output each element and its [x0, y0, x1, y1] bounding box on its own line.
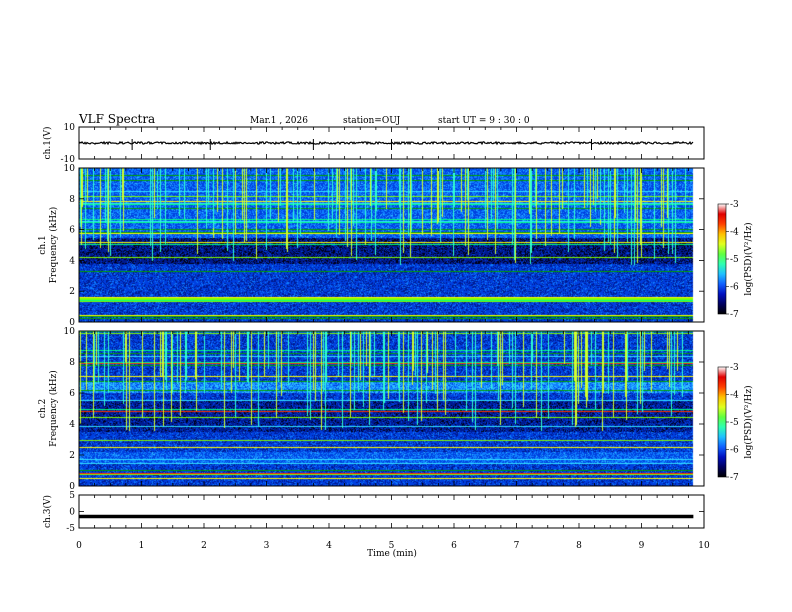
- y-tick-label: 4: [69, 256, 75, 266]
- colorbar-tick-label: -4: [730, 391, 739, 401]
- colorbar-tick-label: -3: [730, 363, 739, 373]
- figure-header: VLF Spectra Mar.1 , 2026 station=OUJ sta…: [78, 112, 530, 126]
- x-tick-label: 6: [451, 541, 457, 551]
- y-tick-label: 0: [69, 508, 75, 518]
- ch1-spectrogram-y-label-channel: ch.1: [38, 235, 48, 254]
- x-tick-label: 5: [389, 541, 395, 551]
- y-tick-label: 8: [69, 195, 75, 205]
- date-label: Mar.1 , 2026: [250, 116, 308, 126]
- y-tick-label: 6: [69, 389, 75, 399]
- y-tick-label: 2: [69, 287, 75, 297]
- ch1-spectrogram-y-label-frequency: Frequency (kHz): [48, 207, 59, 284]
- station-label: station=OUJ: [343, 116, 401, 126]
- x-tick-label: 2: [201, 541, 207, 551]
- ch2-spectrogram-y-label-channel: ch.2: [38, 399, 48, 418]
- y-tick-label: 8: [69, 358, 75, 368]
- time-axis: Time (min) 0 1 2 3 4 5 6 7 8 9 10: [76, 541, 710, 559]
- ch3-waveform-y-label: ch.3(V): [42, 495, 53, 528]
- colorbar-tick-label: -5: [730, 418, 739, 428]
- y-tick-label: 5: [69, 491, 75, 501]
- y-tick-label: 10: [64, 164, 76, 174]
- colorbar-tick-label: -3: [730, 200, 739, 210]
- x-tick-label: 8: [576, 541, 582, 551]
- ch1-spectrogram-image: [79, 168, 704, 322]
- y-tick-label: -5: [66, 524, 75, 534]
- x-axis-label: Time (min): [367, 548, 417, 559]
- colorbar-tick-label: -5: [730, 255, 739, 265]
- ch2-spectrogram-colorbar: [717, 366, 727, 478]
- x-tick-label: 3: [264, 541, 270, 551]
- ch1-waveform-trace: [78, 140, 694, 146]
- y-tick-label: 2: [69, 451, 75, 461]
- x-tick-label: 4: [326, 541, 332, 551]
- x-tick-label: 9: [639, 541, 645, 551]
- y-tick-label: -10: [61, 155, 76, 165]
- ch1-waveform-y-label: ch.1(V): [42, 127, 53, 160]
- y-tick-label: 10: [64, 327, 76, 337]
- x-tick-label: 1: [139, 541, 145, 551]
- ch2-spectrogram-y-label-frequency: Frequency (kHz): [48, 370, 59, 447]
- y-tick-label: 4: [69, 420, 75, 430]
- colorbar-tick-label: -4: [730, 228, 739, 238]
- ch1-spectrogram-colorbar: [717, 203, 727, 315]
- y-tick-label: 6: [69, 226, 75, 236]
- y-tick-label: 10: [64, 123, 76, 133]
- x-tick-label: 0: [76, 541, 82, 551]
- y-tick-label: 0: [69, 318, 75, 328]
- start-time-label: start UT = 9 : 30 : 0: [438, 116, 530, 126]
- x-tick-label: 7: [514, 541, 520, 551]
- colorbar-tick-label: -6: [730, 283, 739, 293]
- colorbar-tick-label: -7: [730, 473, 739, 483]
- colorbar-tick-label: -7: [730, 310, 739, 320]
- y-tick-label: 0: [69, 482, 75, 492]
- colorbar-tick-label: -6: [730, 446, 739, 456]
- figure-title: VLF Spectra: [78, 112, 155, 126]
- ch1-spectrogram-colorbar-label: log(PSD)(V²/Hz): [743, 222, 754, 295]
- ch2-spectrogram-colorbar-label: log(PSD)(V²/Hz): [743, 385, 754, 458]
- ch2-spectrogram-image: [79, 331, 704, 486]
- x-tick-label: 10: [698, 541, 710, 551]
